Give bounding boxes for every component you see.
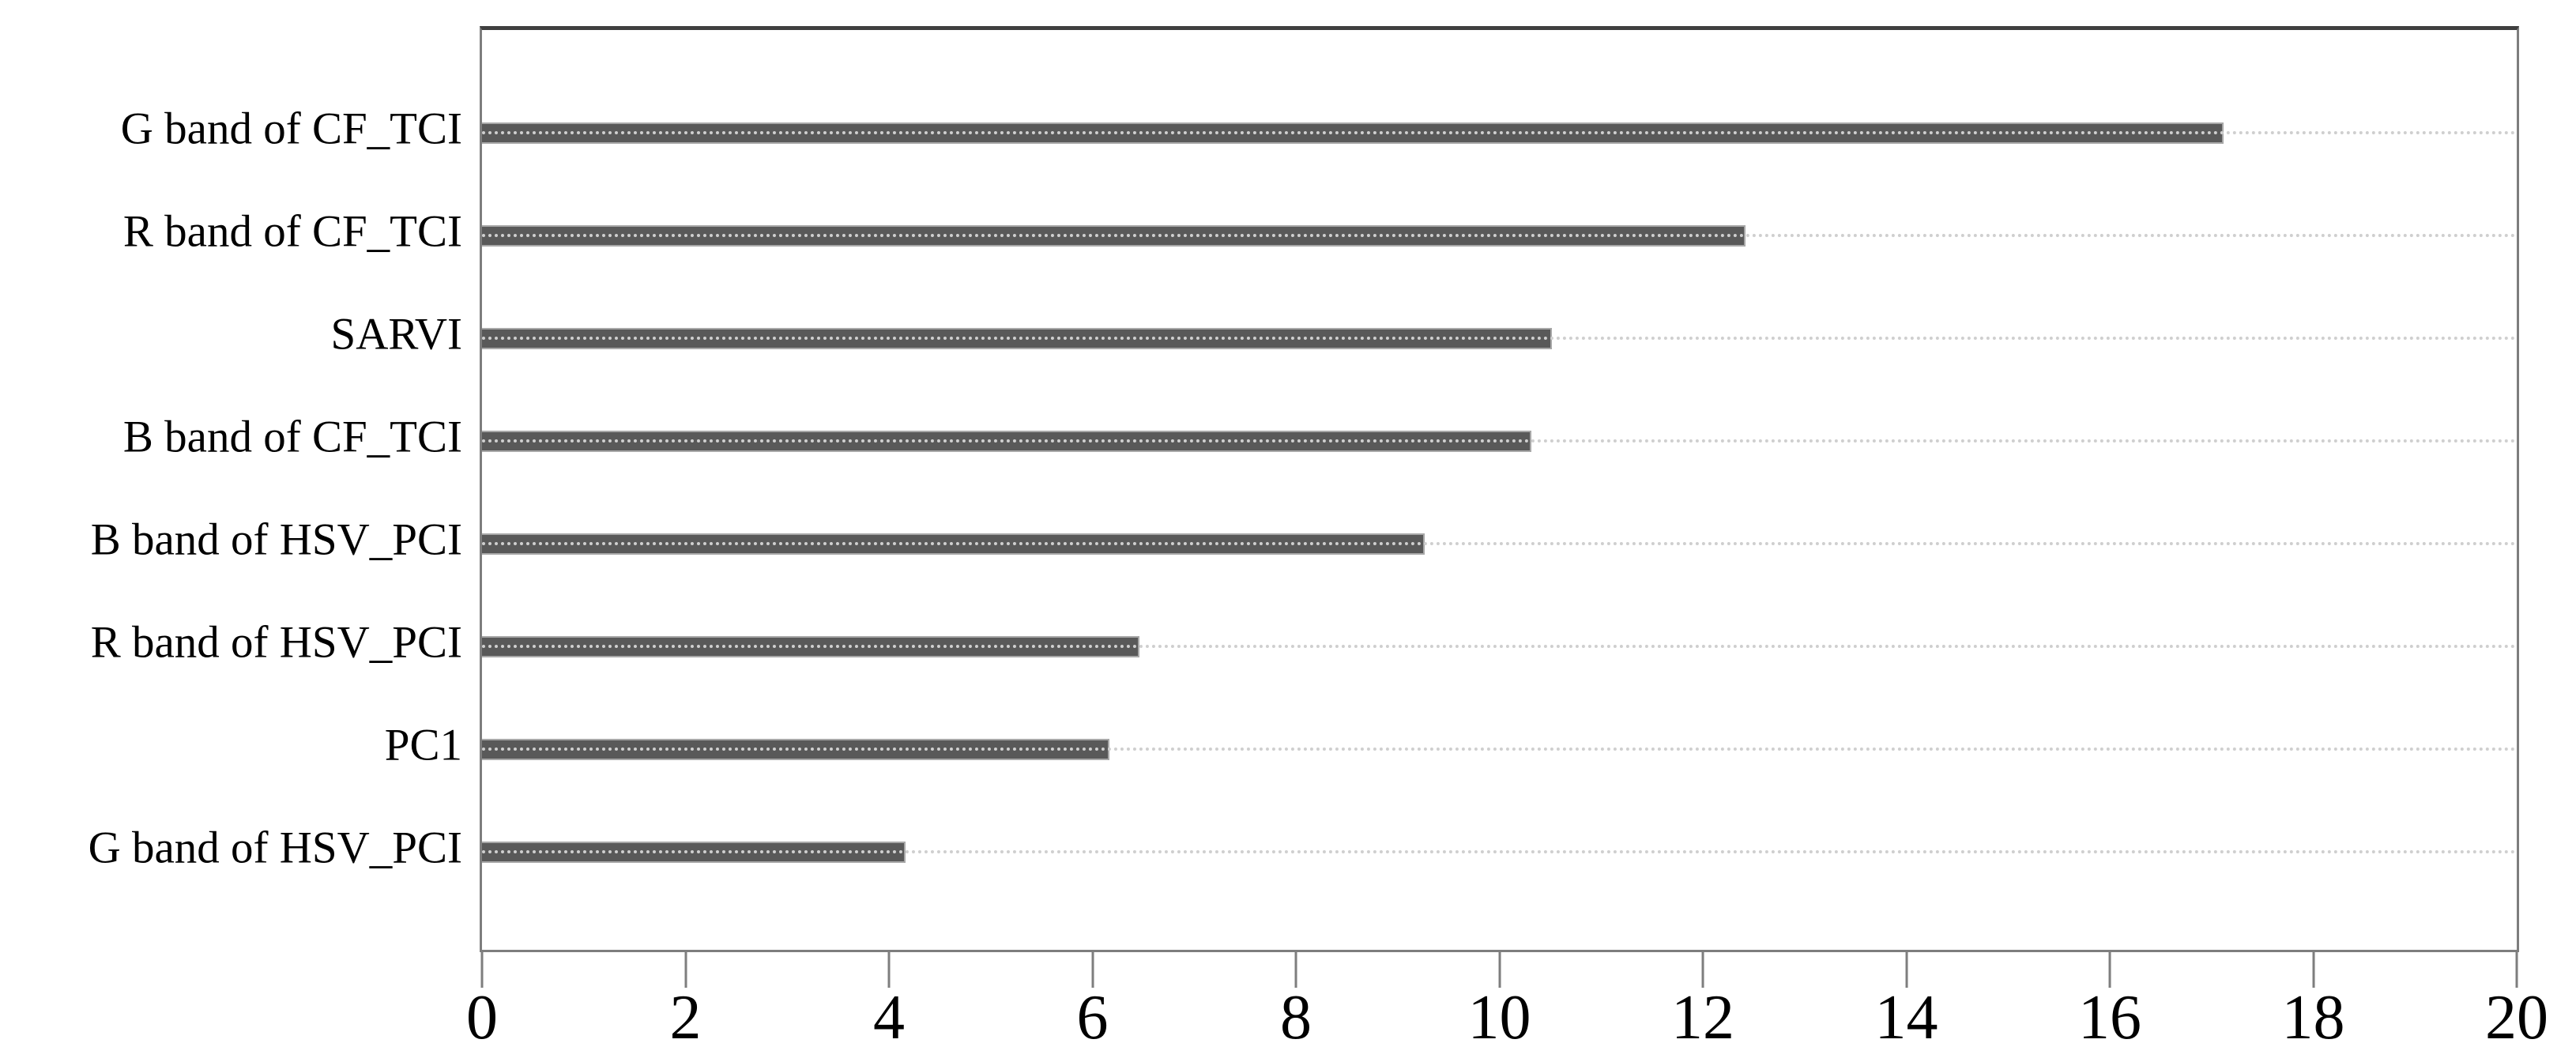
x-axis-tick-label: 16 [2078, 983, 2141, 1053]
x-axis-tick-label: 6 [1076, 983, 1109, 1053]
x-axis-tick [1905, 952, 1908, 988]
x-axis-tick [2312, 952, 2314, 988]
x-axis-tick [480, 952, 484, 988]
x-axis-tick-label: 10 [1467, 983, 1531, 1053]
gridline [482, 645, 2517, 648]
y-axis-label: SARVI [330, 309, 462, 360]
x-axis-tick [1091, 952, 1094, 988]
y-axis-label: G band of HSV_PCI [88, 823, 462, 873]
x-axis-tick-label: 0 [466, 983, 498, 1053]
x-axis-tick [1294, 952, 1297, 988]
x-axis-tick [1498, 952, 1501, 988]
y-axis-label: G band of CF_TCI [120, 104, 462, 154]
y-axis-label: R band of CF_TCI [122, 206, 462, 257]
gridline [482, 542, 2517, 545]
plot-area [480, 26, 2519, 952]
x-axis-tick [887, 952, 891, 988]
gridline [482, 850, 2517, 853]
y-axis-label: B band of CF_TCI [122, 412, 462, 462]
x-axis-tick-label: 12 [1671, 983, 1734, 1053]
gridline [482, 439, 2517, 442]
x-axis-tick-label: 8 [1280, 983, 1312, 1053]
gridline [482, 234, 2517, 237]
x-axis-tick-label: 20 [2485, 983, 2548, 1053]
gridline [482, 337, 2517, 340]
x-axis-tick [684, 952, 687, 988]
x-axis-tick-label: 4 [873, 983, 905, 1053]
x-axis-tick [2108, 952, 2111, 988]
y-axis-label: R band of HSV_PCI [90, 617, 462, 668]
x-axis-tick [2515, 952, 2518, 988]
x-axis-tick-label: 18 [2281, 983, 2345, 1053]
y-axis-label: B band of HSV_PCI [90, 514, 462, 565]
x-axis-tick-label: 2 [669, 983, 702, 1053]
gridline [482, 131, 2517, 134]
y-axis-label: PC1 [384, 720, 462, 770]
x-axis-tick-label: 14 [1874, 983, 1938, 1053]
gridline [482, 748, 2517, 751]
x-axis-tick [1701, 952, 1704, 988]
